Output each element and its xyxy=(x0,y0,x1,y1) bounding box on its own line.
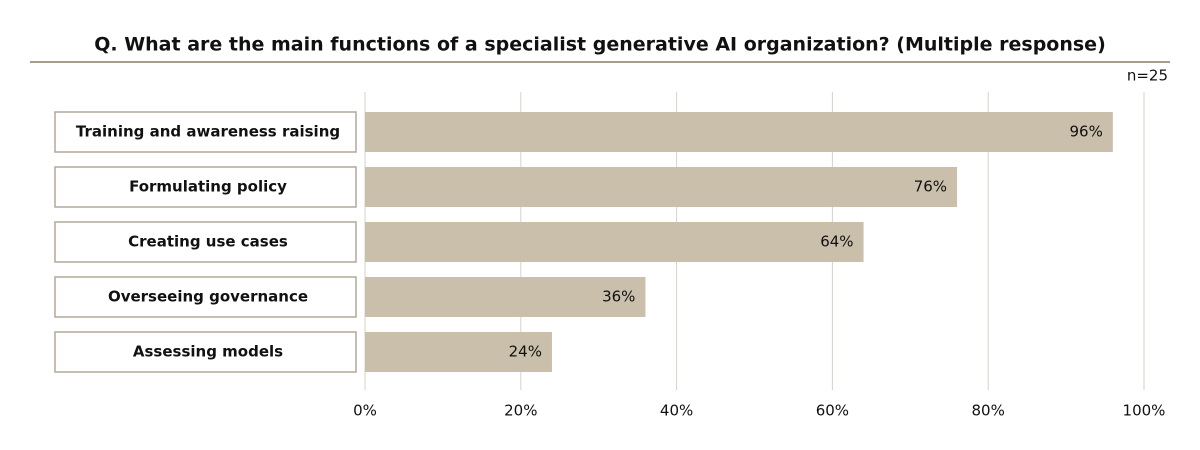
value-label: 64% xyxy=(820,233,853,251)
category-label: Assessing models xyxy=(133,343,283,361)
x-tick-label: 20% xyxy=(504,402,537,420)
category-box xyxy=(54,166,357,208)
category-label: Training and awareness raising xyxy=(76,123,340,141)
category-box xyxy=(54,331,357,373)
category-label: Creating use cases xyxy=(128,233,288,251)
chart-title: Q. What are the main functions of a spec… xyxy=(94,34,1106,56)
bar xyxy=(365,277,646,317)
bar xyxy=(365,332,552,372)
value-label: 96% xyxy=(1069,123,1102,141)
category-box xyxy=(54,276,357,318)
bar xyxy=(365,222,864,262)
category-label: Formulating policy xyxy=(129,178,287,196)
category-box xyxy=(54,111,357,153)
category-label: Overseeing governance xyxy=(108,288,308,306)
x-tick-label: 60% xyxy=(816,402,849,420)
x-tick-label: 0% xyxy=(353,402,377,420)
x-tick-label: 80% xyxy=(972,402,1005,420)
x-tick-label: 40% xyxy=(660,402,693,420)
value-label: 24% xyxy=(509,343,542,361)
x-tick-label: 100% xyxy=(1123,402,1166,420)
bar xyxy=(365,167,958,207)
bar xyxy=(365,112,1113,152)
sample-note: n=25 xyxy=(1127,67,1168,85)
value-label: 36% xyxy=(602,288,635,306)
value-label: 76% xyxy=(914,178,947,196)
category-box xyxy=(54,221,357,263)
